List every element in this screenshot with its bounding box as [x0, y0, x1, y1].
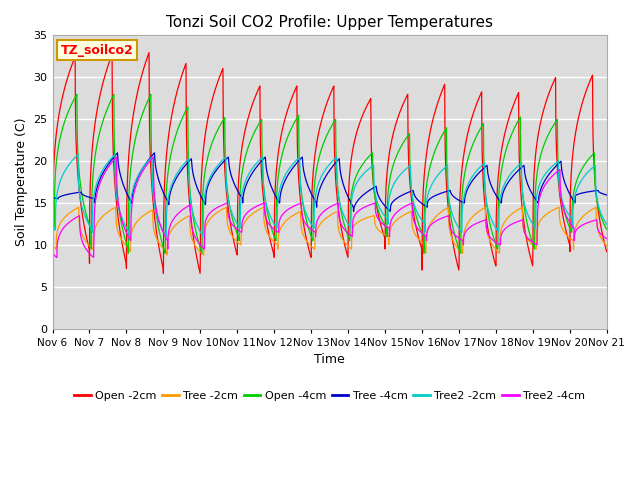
Open -2cm: [603, 249, 611, 254]
Tree2 -2cm: [125, 234, 133, 240]
Tree -2cm: [163, 252, 171, 258]
Title: Tonzi Soil CO2 Profile: Upper Temperatures: Tonzi Soil CO2 Profile: Upper Temperatur…: [166, 15, 493, 30]
Open -2cm: [346, 168, 354, 173]
Tree -4cm: [554, 161, 562, 167]
Tree2 -2cm: [554, 158, 562, 164]
Open -2cm: [554, 176, 562, 181]
Tree2 -4cm: [49, 251, 56, 256]
Legend: Open -2cm, Tree -2cm, Open -4cm, Tree -4cm, Tree2 -2cm, Tree2 -4cm: Open -2cm, Tree -2cm, Open -4cm, Tree -4…: [70, 386, 589, 405]
Text: TZ_soilco2: TZ_soilco2: [61, 44, 134, 57]
Tree -4cm: [204, 185, 211, 191]
Tree2 -2cm: [346, 224, 354, 230]
Open -2cm: [570, 144, 577, 150]
Tree -2cm: [570, 246, 577, 252]
Open -4cm: [204, 156, 211, 161]
Tree -2cm: [204, 220, 211, 226]
Tree2 -4cm: [491, 239, 499, 245]
Tree -4cm: [491, 191, 499, 196]
Open -2cm: [358, 114, 366, 120]
Tree2 -2cm: [204, 181, 211, 187]
Tree2 -2cm: [49, 223, 56, 228]
Tree2 -4cm: [603, 236, 611, 241]
Tree -4cm: [603, 192, 611, 198]
Tree -2cm: [554, 205, 562, 211]
Tree2 -4cm: [53, 254, 61, 260]
Tree2 -2cm: [491, 224, 499, 229]
Open -4cm: [49, 222, 56, 228]
Line: Open -4cm: Open -4cm: [52, 94, 607, 253]
Open -2cm: [491, 260, 499, 266]
Tree2 -2cm: [570, 201, 577, 207]
Tree -4cm: [570, 198, 577, 204]
Open -4cm: [73, 91, 81, 97]
Line: Tree2 -2cm: Tree2 -2cm: [52, 155, 607, 237]
Tree2 -4cm: [346, 232, 354, 238]
Tree2 -4cm: [204, 213, 211, 219]
Open -4cm: [554, 162, 562, 168]
Tree -4cm: [114, 150, 122, 156]
Tree2 -4cm: [554, 168, 562, 174]
Open -4cm: [603, 227, 611, 232]
Open -4cm: [346, 225, 354, 231]
Tree -4cm: [349, 208, 357, 214]
Tree -2cm: [491, 245, 499, 251]
Tree -2cm: [49, 243, 56, 249]
Open -4cm: [124, 251, 132, 256]
Tree -2cm: [346, 245, 353, 251]
Tree2 -4cm: [113, 154, 120, 160]
Tree -2cm: [358, 217, 365, 223]
Open -4cm: [570, 191, 577, 197]
Line: Open -2cm: Open -2cm: [52, 52, 607, 273]
Tree -4cm: [346, 198, 353, 204]
Tree2 -2cm: [603, 221, 611, 227]
Line: Tree -4cm: Tree -4cm: [52, 153, 607, 211]
X-axis label: Time: Time: [314, 353, 345, 366]
Tree -2cm: [603, 243, 611, 249]
Tree -4cm: [49, 194, 56, 200]
Tree -4cm: [358, 193, 366, 199]
Open -2cm: [49, 246, 56, 252]
Y-axis label: Soil Temperature (C): Soil Temperature (C): [15, 118, 28, 246]
Open -2cm: [145, 49, 153, 55]
Line: Tree2 -4cm: Tree2 -4cm: [52, 157, 607, 257]
Tree2 -2cm: [74, 152, 82, 157]
Tree2 -4cm: [358, 205, 366, 211]
Open -4cm: [491, 239, 499, 245]
Line: Tree -2cm: Tree -2cm: [52, 207, 607, 255]
Tree2 -2cm: [358, 172, 366, 178]
Open -2cm: [204, 118, 211, 123]
Tree -2cm: [556, 204, 563, 210]
Tree2 -4cm: [570, 225, 577, 230]
Open -2cm: [159, 270, 167, 276]
Open -4cm: [358, 162, 366, 168]
